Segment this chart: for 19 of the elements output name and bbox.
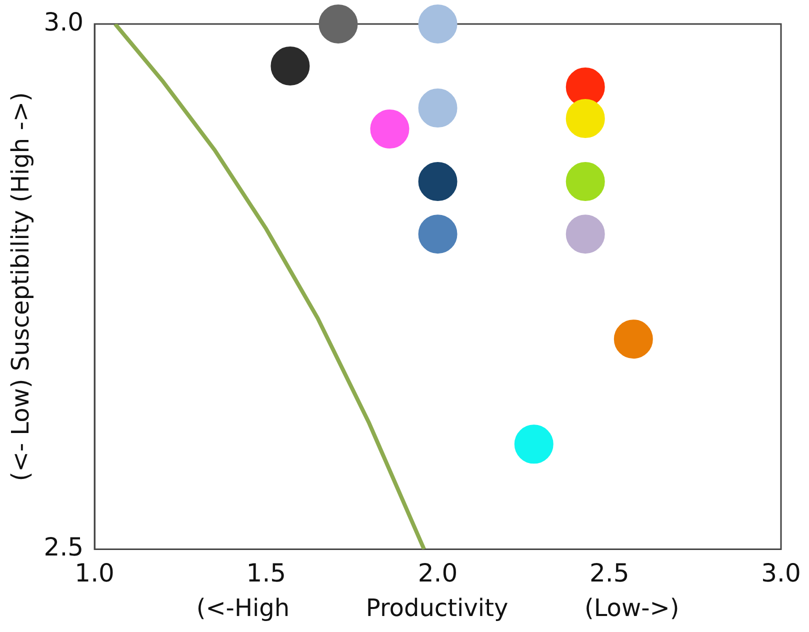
- point: [418, 4, 458, 44]
- x-tick-label: 2.0: [418, 558, 458, 588]
- x-tick-label: 3.0: [761, 558, 801, 588]
- x-tick-label: 1.5: [246, 558, 286, 588]
- x-axis-title: (<-High Productivity (Low->): [196, 594, 680, 622]
- point: [614, 320, 653, 359]
- x-tick-label: 1.0: [74, 558, 114, 588]
- y-axis-title: (<- Low) Susceptibility (High ->): [6, 92, 35, 482]
- point: [566, 214, 605, 254]
- point: [566, 99, 605, 138]
- point: [418, 162, 458, 202]
- point: [318, 4, 358, 44]
- point: [370, 110, 410, 149]
- point: [514, 424, 554, 464]
- x-tick-label: 2.5: [590, 558, 630, 588]
- point: [566, 162, 605, 202]
- point: [418, 88, 458, 128]
- point: [270, 46, 310, 86]
- point: [418, 214, 458, 254]
